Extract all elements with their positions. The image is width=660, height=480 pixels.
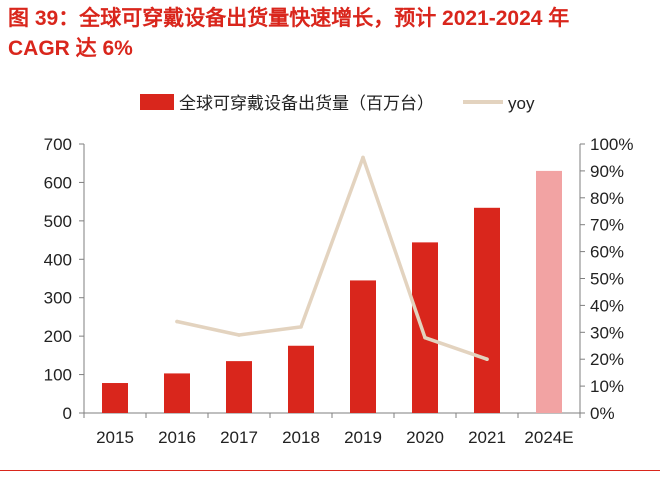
y-right-tick-label: 80% [590,189,624,208]
y-right-tick-label: 40% [590,296,624,315]
x-tick-label: 2019 [344,428,382,447]
legend-label-bar: 全球可穿戴设备出货量（百万台） [179,94,434,113]
bar [474,207,500,413]
legend-label-line: yoy [508,94,535,113]
y-right-tick-label: 0% [590,404,615,423]
bar [226,361,252,413]
bar [350,280,376,413]
y-right-tick-label: 50% [590,270,624,289]
bar [288,345,314,413]
bar-forecast [536,170,562,413]
yoy-point [237,333,241,337]
y-right-tick-label: 70% [590,216,624,235]
x-tick-label: 2015 [96,428,134,447]
y-left-tick-label: 500 [44,212,72,231]
yoy-point [361,155,365,160]
y-right-tick-label: 60% [590,243,624,262]
bar [412,242,438,413]
y-left-tick-label: 100 [44,366,72,385]
x-tick-label: 2021 [468,428,506,447]
y-right-tick-label: 90% [590,162,624,181]
y-right-tick-label: 20% [590,350,624,369]
yoy-point [423,335,427,340]
x-tick-label: 2018 [282,428,320,447]
y-left-tick-label: 0 [63,404,72,423]
y-right-tick-label: 10% [590,377,624,396]
y-left-tick-label: 600 [44,173,72,192]
x-tick-label: 2020 [406,428,444,447]
y-right-tick-label: 100% [590,135,633,154]
figure-title: 图 39：全球可穿戴设备出货量快速增长，预计 2021-2024 年 CAGR … [8,4,656,64]
bar [102,383,128,413]
y-left-tick-label: 700 [44,135,72,154]
x-tick-label: 2017 [220,428,258,447]
yoy-line [175,155,489,361]
y-left-tick-label: 400 [44,250,72,269]
figure-title-line-2: CAGR 达 6% [8,37,133,60]
y-left-tick-label: 200 [44,327,72,346]
bar [164,373,190,413]
y-left-tick-label: 300 [44,289,72,308]
x-tick-label: 2024E [524,428,573,447]
x-tick-label: 2016 [158,428,196,447]
yoy-point [485,357,489,362]
y-right-tick-label: 30% [590,323,624,342]
yoy-point [175,319,179,324]
footer-rule [0,470,660,471]
yoy-point [299,325,303,329]
legend-swatch-bar [140,94,174,110]
figure-title-line-1: 图 39：全球可穿戴设备出货量快速增长，预计 2021-2024 年 [8,7,570,30]
